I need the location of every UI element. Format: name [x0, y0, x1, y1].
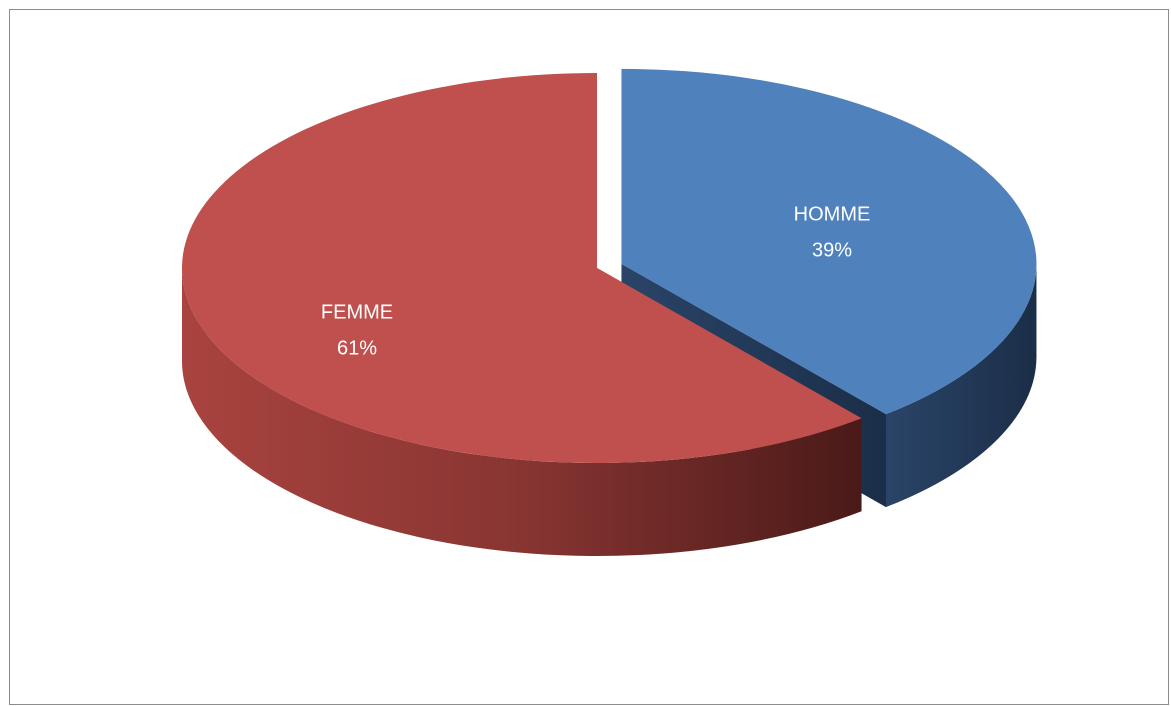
plot-area: HOMME 39% FEMME 61% [182, 68, 1037, 556]
pie-slice [182, 73, 862, 463]
pie-slice [621, 68, 1037, 415]
slice-wall [885, 263, 1037, 508]
slice-value-label: 61% [337, 337, 377, 359]
slice-category-label: HOMME [794, 203, 871, 225]
slice-category-label: FEMME [321, 301, 393, 323]
slice-value-label: 39% [812, 239, 852, 261]
slice-wall [182, 268, 862, 556]
